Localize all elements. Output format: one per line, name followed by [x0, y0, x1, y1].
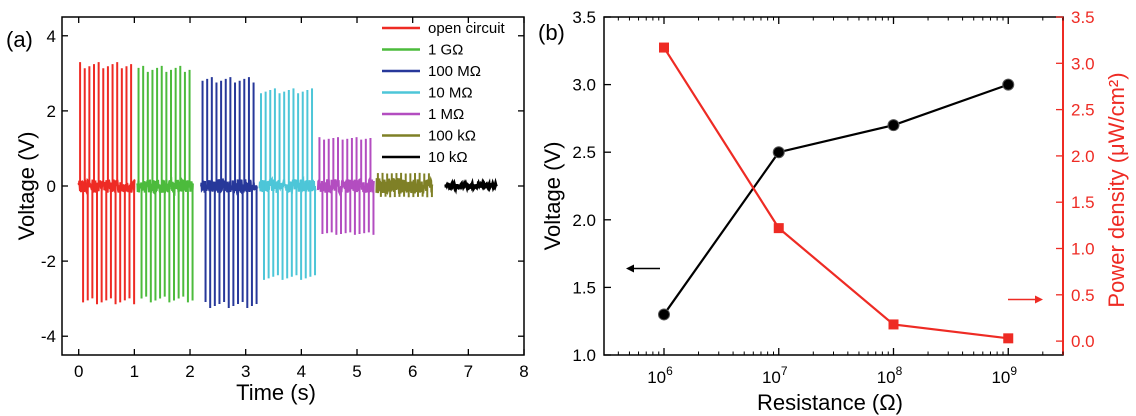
- x-tick-label: 106: [647, 364, 673, 387]
- trace-2: [200, 77, 258, 309]
- legend-label: 100 MΩ: [428, 63, 481, 80]
- panel-b-frame: [603, 16, 1064, 356]
- x-tick-label: 0: [74, 362, 83, 381]
- voltage-point: [772, 146, 785, 159]
- panel-b-label: (b): [538, 20, 565, 45]
- trace-baseline-6: [444, 177, 498, 195]
- panel-b: (b) 106 107 108 1091.01.52.02.53.03.50.00.5…: [538, 8, 1129, 415]
- x-tick-label: 107: [762, 364, 788, 387]
- right-axis-arrowhead: [1035, 295, 1043, 304]
- trace-5: [375, 172, 434, 198]
- x-tick-base: 10: [647, 368, 666, 387]
- panel-b-right-y-axis-label: Power density (μW/cm²): [1104, 72, 1129, 307]
- trace-3: [258, 88, 317, 280]
- y2-tick-label: 2.5: [1071, 101, 1095, 120]
- y-tick-label: 4: [47, 27, 56, 46]
- trace-4: [316, 137, 375, 235]
- panel-b-x-axis-label: Resistance (Ω): [757, 390, 903, 415]
- panel-b-series: [626, 42, 1043, 344]
- panel-a-legend: open circuit 1 GΩ 100 MΩ 10 MΩ 1 MΩ 100 kΩ 10 …: [382, 20, 506, 166]
- y2-tick-label: 3.0: [1071, 54, 1095, 73]
- voltage-point: [658, 308, 671, 321]
- x-tick-exponent: 8: [896, 364, 903, 378]
- y2-tick-label: 2.0: [1071, 147, 1095, 166]
- trace-0: [77, 62, 136, 305]
- y-tick-label: 2.5: [572, 143, 596, 162]
- panel-a-x-axis-label: Time (s): [236, 380, 316, 405]
- x-tick-exponent: 9: [1010, 364, 1017, 378]
- x-tick-base: 10: [877, 368, 896, 387]
- series-line-1: [663, 46, 1009, 340]
- right-y-axis-label-main: Power density (μW/cm²): [1104, 72, 1129, 307]
- voltage-point: [1002, 78, 1015, 91]
- power-point: [1003, 333, 1014, 344]
- x-tick-label: 6: [408, 362, 417, 381]
- y-tick-label: -2: [41, 252, 56, 271]
- panel-a-traces: [77, 62, 498, 309]
- x-tick-label: 1: [130, 362, 139, 381]
- x-tick-label: 3: [241, 362, 250, 381]
- legend-label: 1 MΩ: [428, 106, 464, 123]
- panel-b-left-y-axis-label: Voltage (V): [540, 142, 565, 251]
- y-tick-label: 0: [47, 177, 56, 196]
- trace-1: [136, 65, 194, 303]
- x-tick-label: 8: [519, 362, 528, 381]
- y-tick-label: 2.0: [572, 211, 596, 230]
- x-tick-base: 10: [991, 368, 1010, 387]
- legend-label: 10 kΩ: [428, 149, 468, 166]
- voltage-point: [887, 119, 900, 132]
- panel-a-label: (a): [6, 27, 33, 52]
- panel-a-axes: 0 1 2 3 4 5 6 7 8 -4 -2 0 2 4: [41, 16, 529, 381]
- panel-a: (a) open circuit 1 GΩ 100 MΩ 10 MΩ 1 MΩ 100 k…: [6, 16, 529, 405]
- x-tick-label: 5: [352, 362, 361, 381]
- x-tick-label: 108: [877, 364, 903, 387]
- y-tick-label: 3.5: [572, 8, 596, 27]
- panel-a-y-axis-label: Voltage (V): [14, 132, 39, 241]
- y2-tick-label: 0.0: [1071, 332, 1095, 351]
- x-tick-label: 7: [464, 362, 473, 381]
- y-tick-label: 1.0: [572, 346, 596, 365]
- power-point: [773, 223, 784, 234]
- y2-tick-label: 0.5: [1071, 286, 1095, 305]
- legend-label: 10 MΩ: [428, 85, 473, 102]
- left-axis-arrowhead: [626, 264, 634, 273]
- series-line-0: [663, 83, 1009, 316]
- legend-label: 1 GΩ: [428, 42, 463, 59]
- y2-tick-label: 1.5: [1071, 193, 1095, 212]
- y2-tick-label: 3.5: [1071, 8, 1095, 27]
- x-tick-exponent: 6: [666, 364, 673, 378]
- y-tick-label: 3.0: [572, 76, 596, 95]
- x-tick-label: 4: [297, 362, 306, 381]
- y2-tick-label: 1.0: [1071, 240, 1095, 259]
- panel-b-axes: 106 107 108 1091.01.52.02.53.03.50.00.51.01…: [572, 8, 1094, 387]
- trace-6: [444, 177, 498, 195]
- y-tick-label: -4: [41, 327, 56, 346]
- x-tick-label: 109: [991, 364, 1017, 387]
- x-tick-exponent: 7: [781, 364, 788, 378]
- y-tick-label: 2: [47, 102, 56, 121]
- legend-label: 100 kΩ: [428, 128, 476, 145]
- y-tick-label: 1.5: [572, 278, 596, 297]
- x-tick-base: 10: [762, 368, 781, 387]
- power-point: [888, 319, 899, 330]
- legend-label: open circuit: [428, 20, 506, 37]
- x-tick-label: 2: [185, 362, 194, 381]
- power-point: [659, 42, 670, 53]
